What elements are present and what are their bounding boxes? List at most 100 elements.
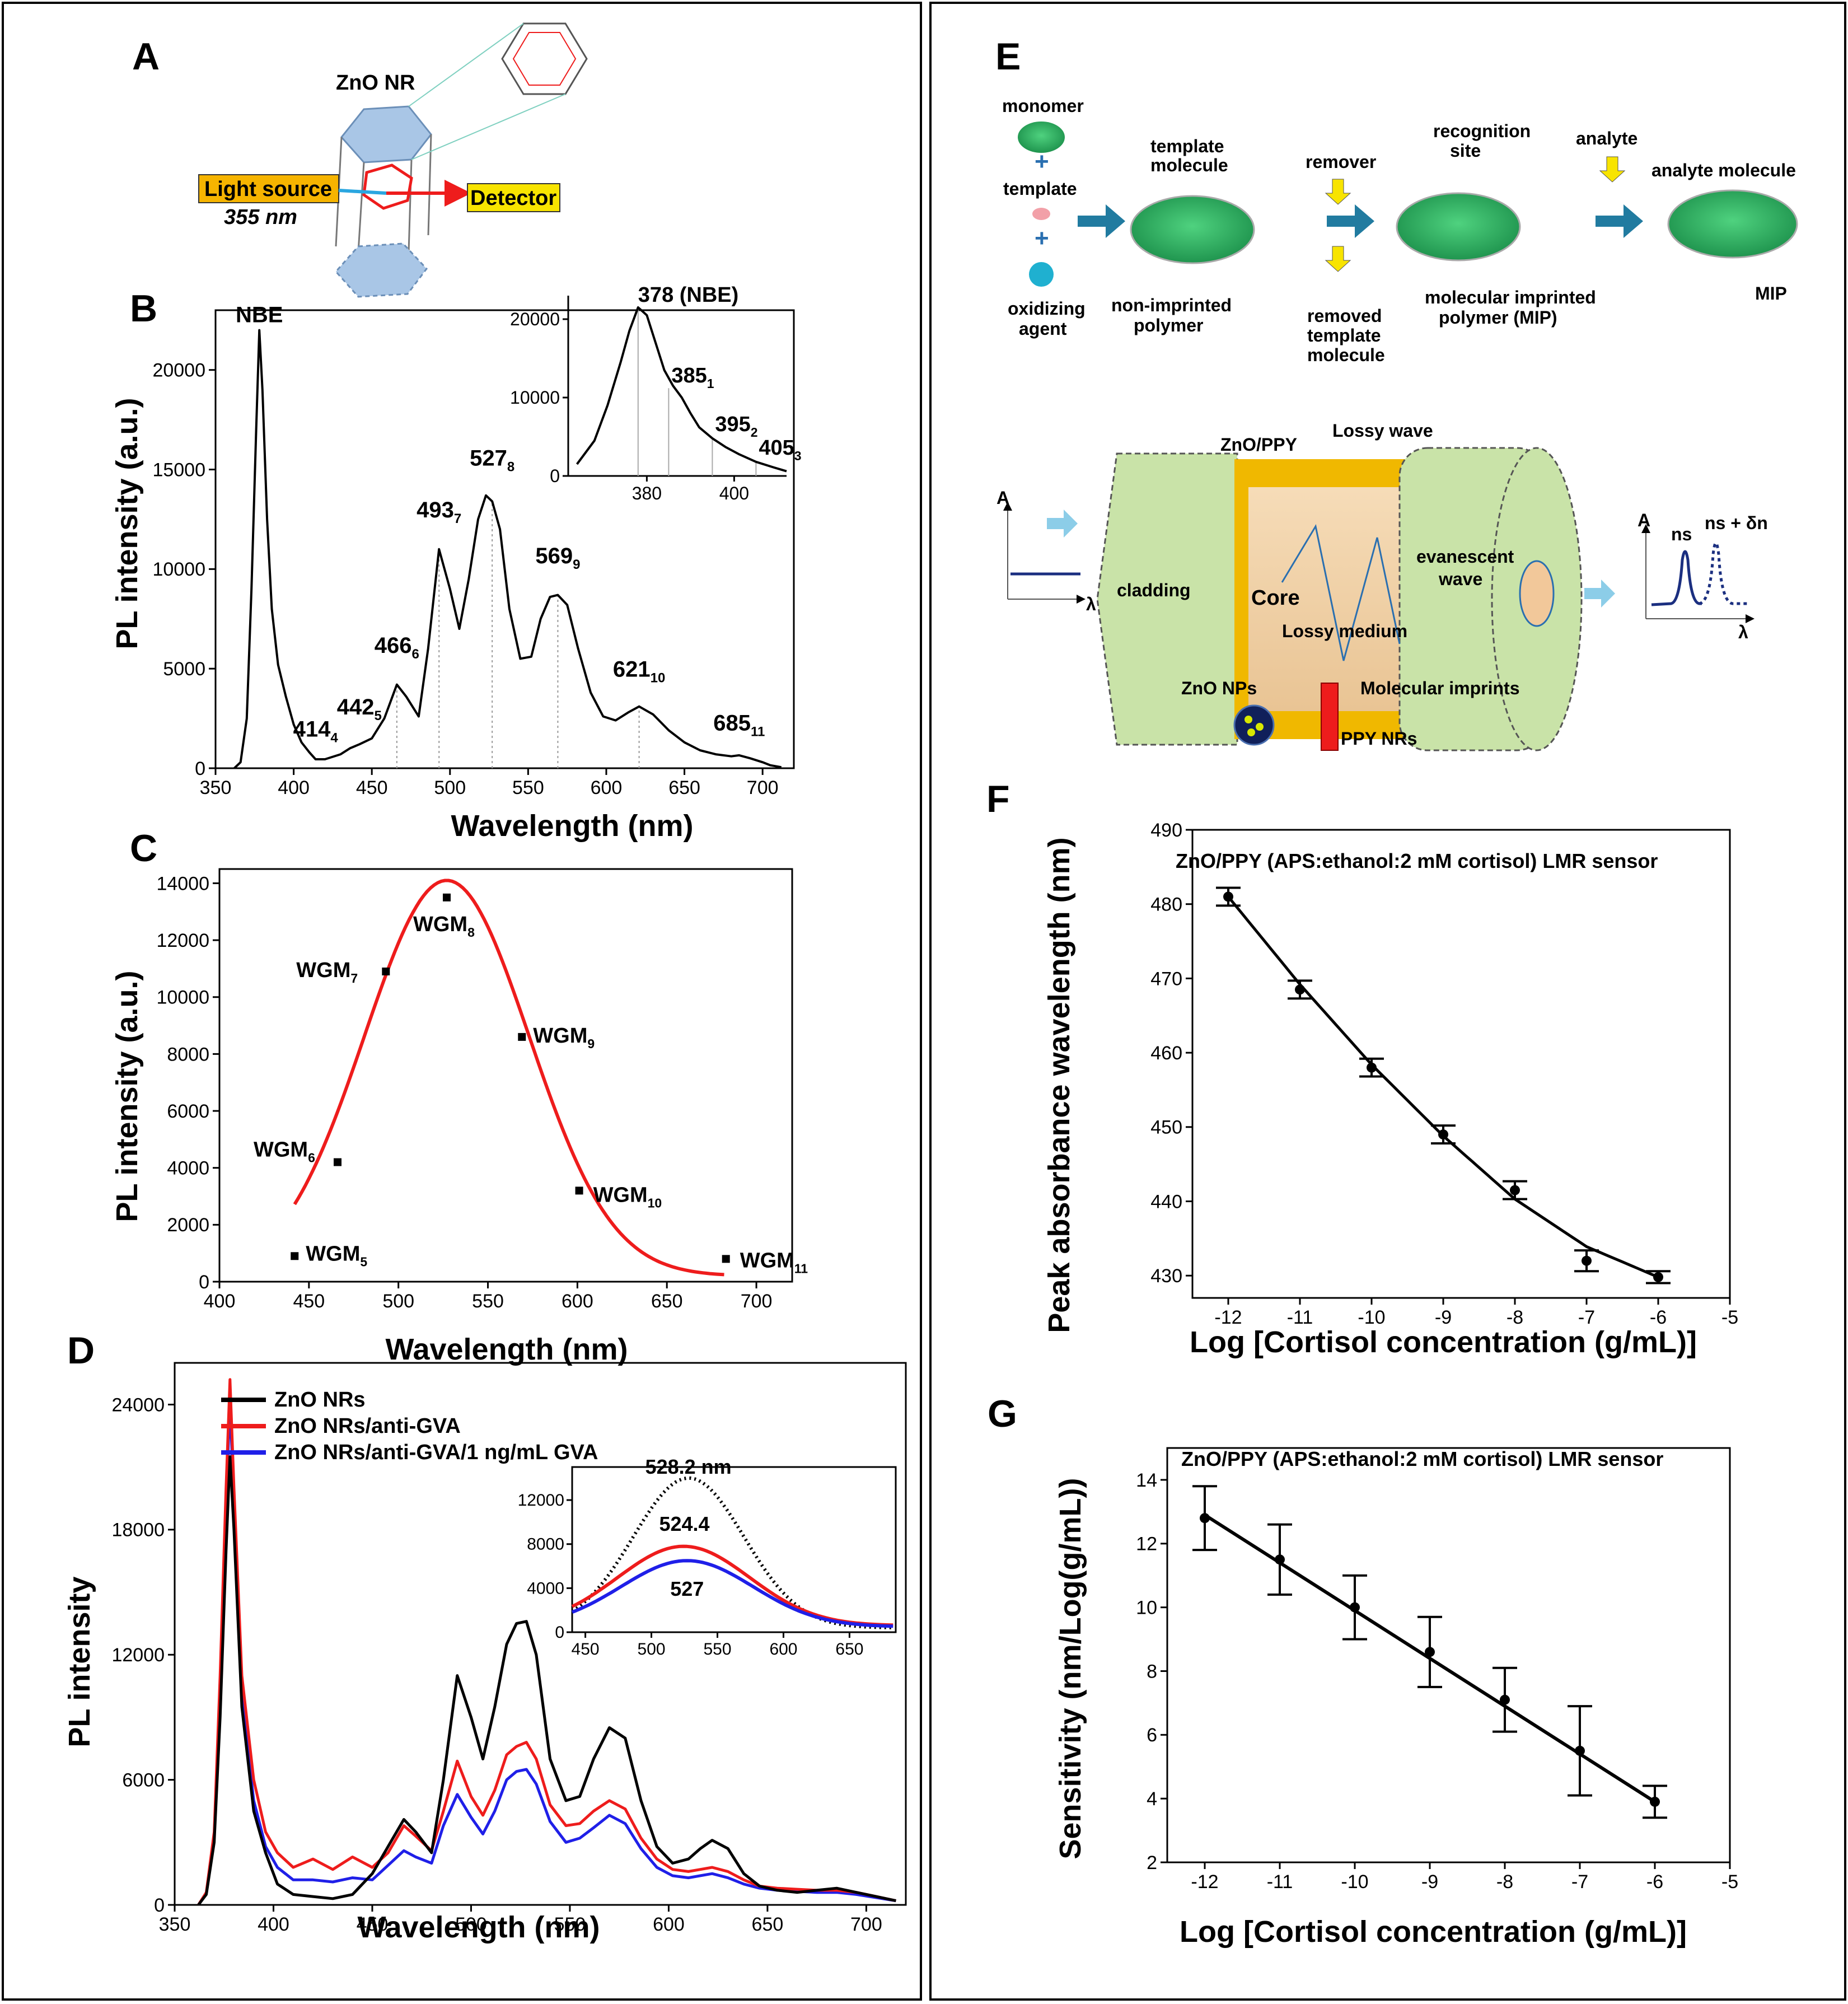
g-x-tick-label: -12 bbox=[1191, 1871, 1218, 1893]
rod-bottom-face bbox=[334, 242, 428, 298]
d-x-tick-label: 400 bbox=[258, 1914, 289, 1935]
mip-short-label: MIP bbox=[1755, 283, 1787, 303]
left-frame bbox=[2, 2, 922, 2001]
d-plot-frame bbox=[174, 1362, 907, 1906]
b-peak-label: 62110 bbox=[613, 657, 665, 686]
remover-label: remover bbox=[1306, 152, 1376, 172]
f-y-tick-label: 430 bbox=[1150, 1265, 1182, 1287]
c-x-tick-label: 600 bbox=[562, 1291, 593, 1312]
bound-mip bbox=[1667, 189, 1798, 259]
c-x-tick-label: 550 bbox=[472, 1291, 504, 1312]
d-inset-peak-label: 524.4 bbox=[659, 1512, 709, 1535]
b-y-tick-label: 15000 bbox=[152, 459, 205, 480]
c-ylabel: PL intensity (a.u.) bbox=[110, 970, 144, 1222]
process-arrow-1 bbox=[1078, 204, 1125, 238]
light-source-box bbox=[198, 174, 339, 203]
c-data-point bbox=[443, 893, 451, 901]
c-xlabel: Wavelength (nm) bbox=[385, 1333, 628, 1366]
plus-sign-1: + bbox=[1035, 148, 1049, 175]
template-icon bbox=[1032, 208, 1050, 220]
panel-c-letter: C bbox=[130, 827, 157, 870]
non-imprinted-2: polymer bbox=[1134, 315, 1203, 335]
g-data-point bbox=[1200, 1513, 1210, 1524]
d-x-tick-label: 550 bbox=[554, 1914, 586, 1935]
panel-g-letter: G bbox=[988, 1393, 1017, 1435]
b-inset-peak-label: 3952 bbox=[715, 413, 757, 440]
f-data-point bbox=[1438, 1129, 1448, 1140]
output-arrow bbox=[1584, 580, 1615, 608]
c-y-tick-label: 8000 bbox=[167, 1044, 209, 1065]
panel-d-chart: 350 400 450 500 550 600 650 7000600012000180002… bbox=[111, 1362, 907, 1935]
recognition-2: site bbox=[1450, 141, 1481, 161]
b-peak-label: 5699 bbox=[535, 544, 580, 572]
b-xlabel: Wavelength (nm) bbox=[451, 809, 693, 843]
f-x-tick-label: -12 bbox=[1214, 1307, 1242, 1328]
panel-a: A ZnO NR Light source 355 nm Detector bbox=[132, 22, 588, 298]
d-y-tick-label: 0 bbox=[154, 1895, 165, 1916]
right-frame bbox=[929, 2, 1846, 2001]
panel-a-letter: A bbox=[132, 35, 160, 78]
d-inset-x-tick-label: 500 bbox=[638, 1640, 666, 1659]
wgm-loop bbox=[362, 164, 413, 210]
g-data-point bbox=[1500, 1694, 1510, 1705]
template-molecule-1: template bbox=[1150, 136, 1224, 156]
d-inset-y-tick-label: 8000 bbox=[527, 1535, 564, 1554]
c-wgm-label: WGM7 bbox=[296, 959, 358, 985]
g-x-tick-label: -10 bbox=[1341, 1871, 1368, 1893]
b-inset-y-tick-label: 0 bbox=[550, 466, 560, 486]
f-y-tick-label: 450 bbox=[1150, 1117, 1182, 1138]
c-wgm-label: WGM11 bbox=[740, 1249, 808, 1276]
g-xlabel: Log [Cortisol concentration (g/mL)] bbox=[1180, 1915, 1687, 1949]
legend-label-zno: ZnO NRs bbox=[274, 1388, 366, 1412]
c-y-tick-label: 10000 bbox=[156, 987, 209, 1008]
oxidizing-label-2: agent bbox=[1019, 319, 1067, 339]
f-y-tick-label: 490 bbox=[1150, 820, 1182, 841]
g-data-point bbox=[1350, 1602, 1360, 1613]
d-inset-curve bbox=[571, 1476, 893, 1629]
c-y-tick-label: 12000 bbox=[156, 930, 209, 951]
panel-f-chart: -12 -11 -10 -9 -8 -7 -6 -5 430 440 450 460 470 480 490 bbox=[1150, 820, 1738, 1328]
legend-label-gva: ZnO NRs/anti-GVA/1 ng/mL GVA bbox=[274, 1441, 598, 1464]
non-imprinted-1: non-imprinted bbox=[1111, 295, 1232, 315]
f-y-tick-label: 470 bbox=[1150, 968, 1182, 989]
output-peak-shifted bbox=[1699, 541, 1749, 605]
ns-label: ns bbox=[1671, 524, 1692, 544]
b-inset-line bbox=[576, 306, 787, 473]
analyte-label: analyte bbox=[1576, 128, 1638, 148]
g-data-point bbox=[1575, 1745, 1585, 1756]
ppy-nrs-label: PPY NRs bbox=[1341, 728, 1417, 749]
c-wgm-label: WGM6 bbox=[254, 1138, 315, 1165]
d-inset-frame bbox=[571, 1466, 897, 1633]
f-y-tick-label: 460 bbox=[1150, 1043, 1182, 1064]
f-xlabel: Log [Cortisol concentration (g/mL)] bbox=[1190, 1325, 1697, 1359]
evanescent-1: evanescent bbox=[1416, 546, 1514, 567]
b-inset-x-tick-label: 380 bbox=[632, 483, 662, 503]
process-arrow-3 bbox=[1596, 204, 1643, 238]
d-y-tick-label: 24000 bbox=[111, 1394, 165, 1416]
mip-label-1: molecular imprinted bbox=[1425, 287, 1596, 307]
mip-polymer bbox=[1396, 192, 1521, 261]
excitation-beam bbox=[338, 189, 387, 195]
d-x-tick-label: 350 bbox=[159, 1914, 191, 1935]
c-wgm-label: WGM10 bbox=[593, 1183, 662, 1210]
b-inset-peak-label: 378 (NBE) bbox=[638, 283, 739, 307]
d-x-tick-label: 500 bbox=[455, 1914, 487, 1935]
d-inset-curve bbox=[571, 1559, 893, 1628]
b-peak-label: 4425 bbox=[337, 695, 382, 723]
non-imprinted-polymer bbox=[1130, 195, 1255, 264]
b-inset-y-tick-label: 20000 bbox=[510, 309, 560, 329]
c-x-tick-label: 400 bbox=[204, 1291, 236, 1312]
oxidizer-icon bbox=[1029, 262, 1054, 287]
detector-label: Detector bbox=[470, 186, 556, 210]
g-y-tick-label: 8 bbox=[1147, 1661, 1157, 1682]
d-y-tick-label: 6000 bbox=[122, 1770, 165, 1791]
d-inset-x-tick-label: 550 bbox=[703, 1640, 731, 1659]
process-arrow-2 bbox=[1327, 204, 1374, 238]
f-x-tick-label: -8 bbox=[1507, 1307, 1523, 1328]
g-data-point bbox=[1275, 1554, 1285, 1565]
d-inset-peak-label: 528.2 nm bbox=[645, 1455, 732, 1478]
f-data-point bbox=[1653, 1272, 1663, 1282]
panel-d-letter: D bbox=[67, 1329, 95, 1372]
g-x-tick-label: -7 bbox=[1571, 1871, 1588, 1893]
